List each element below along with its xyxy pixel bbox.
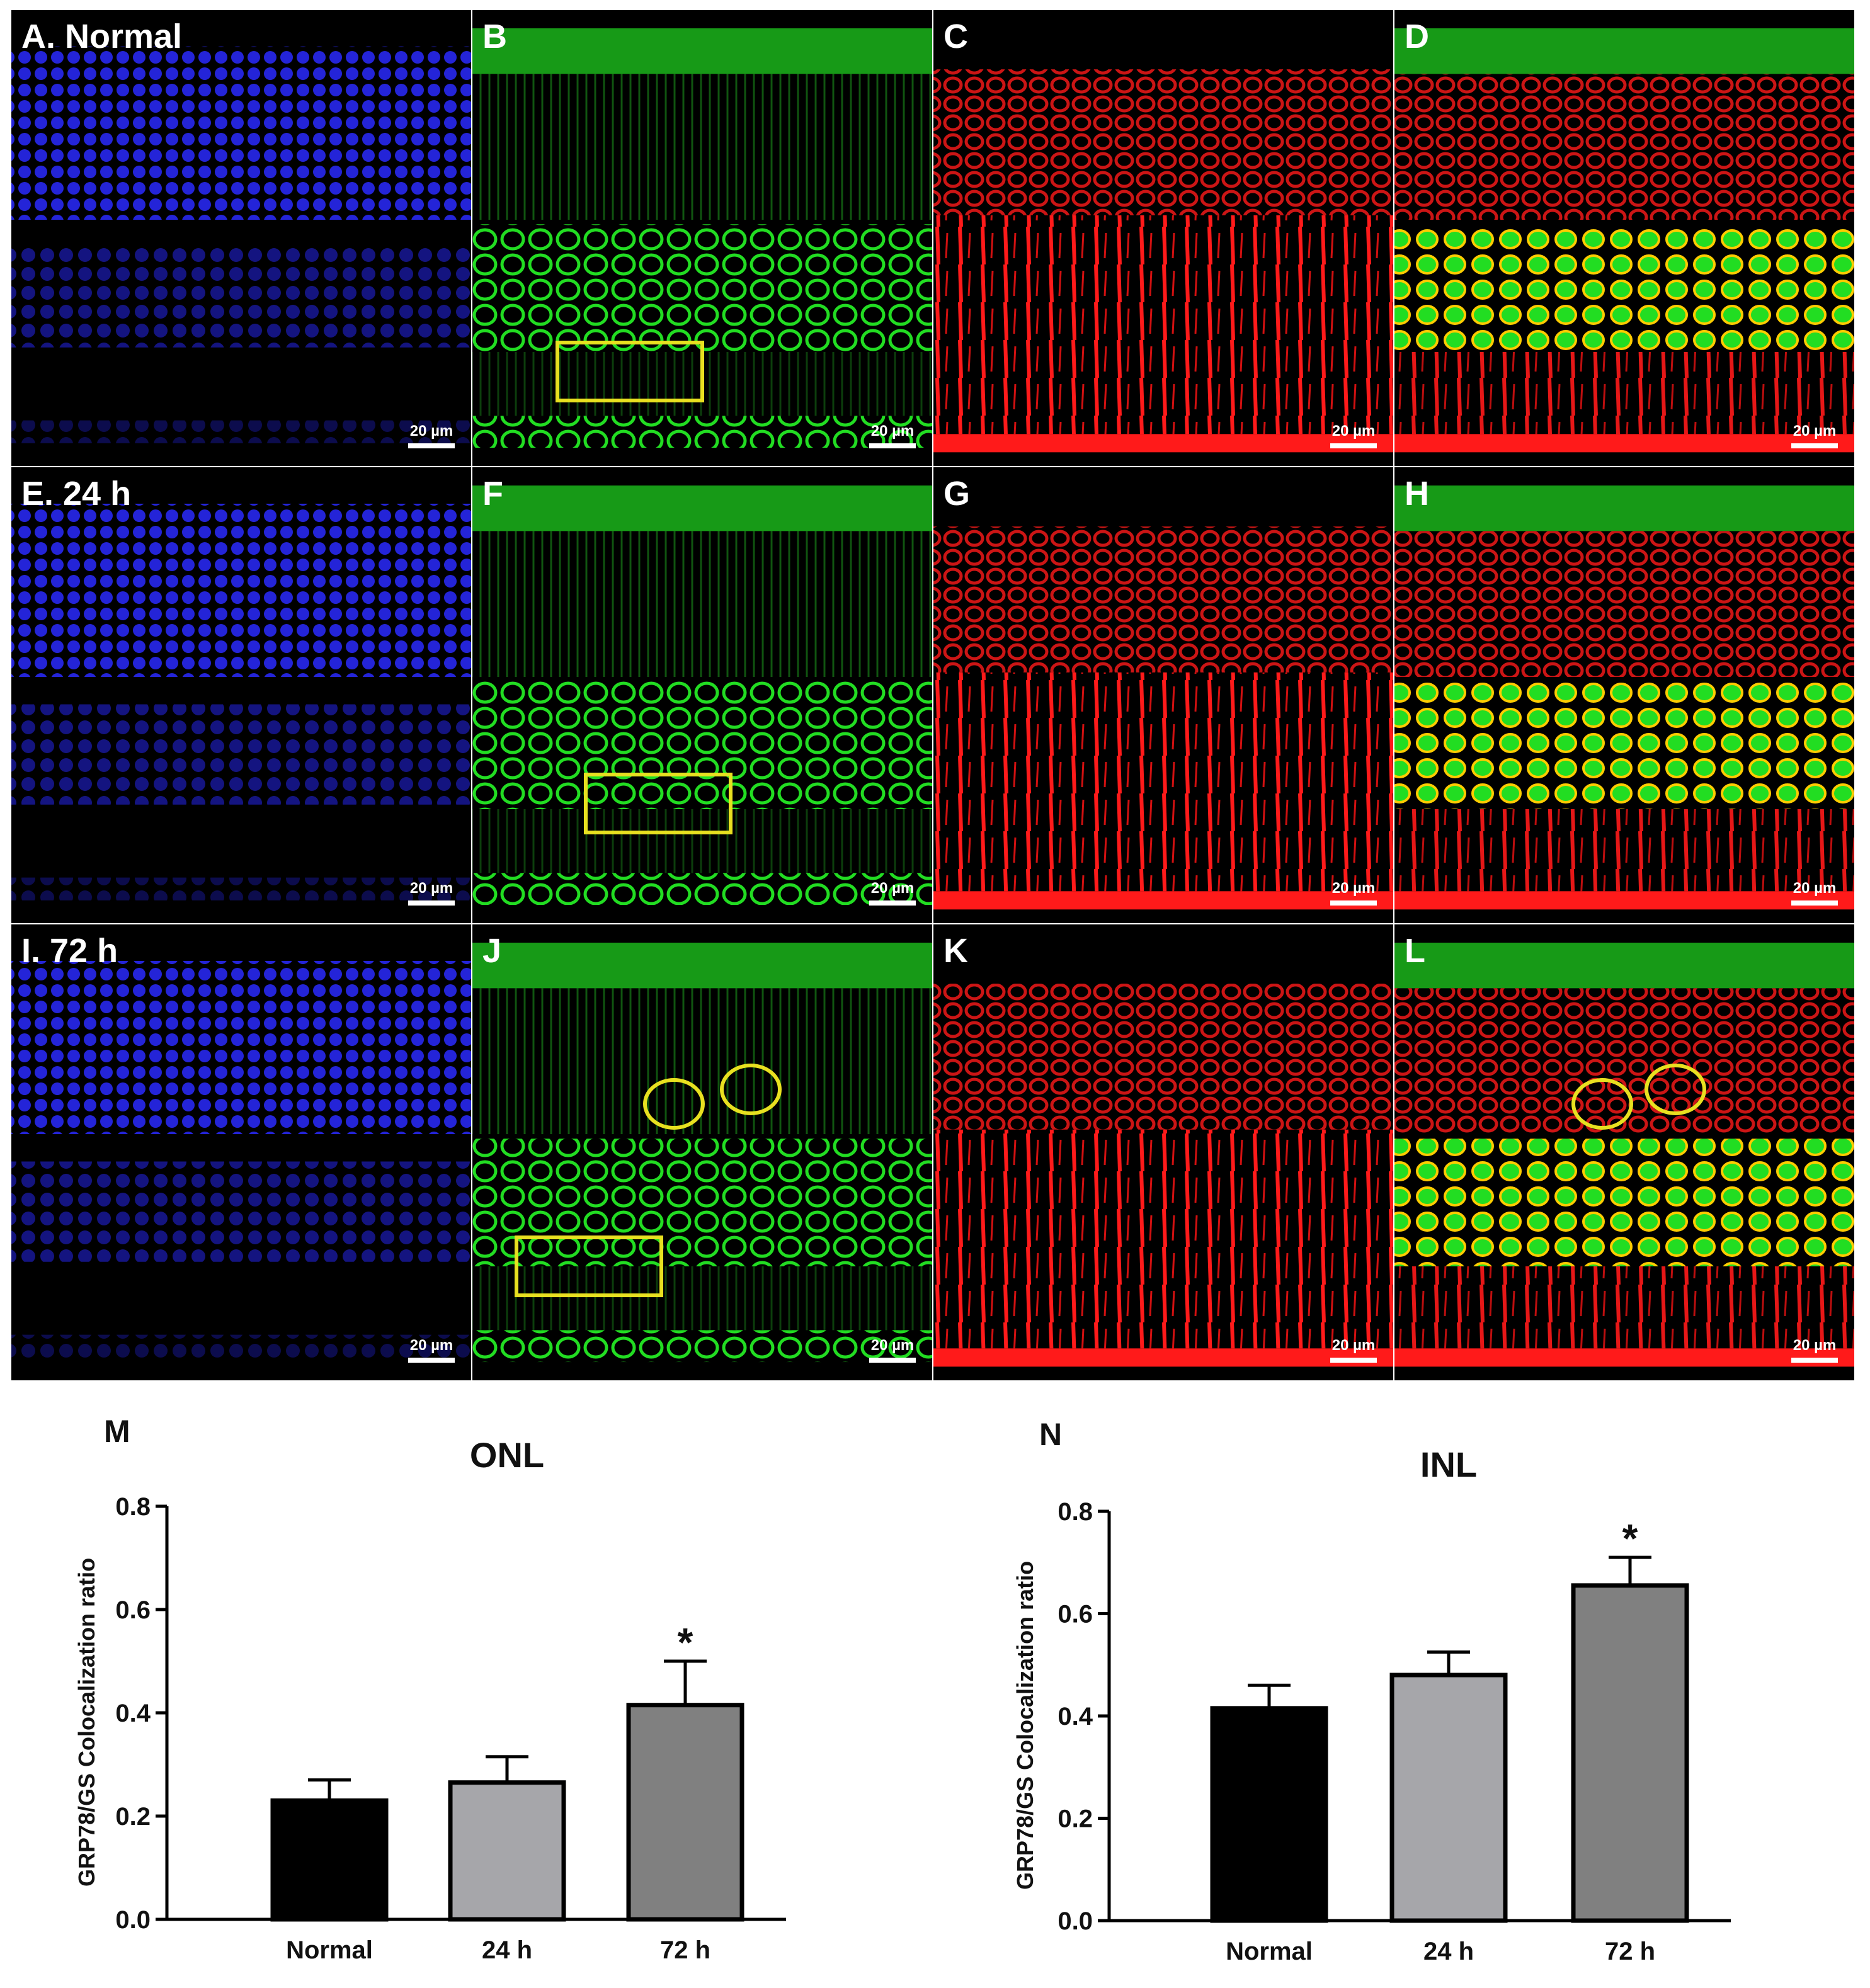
bar [1571,1583,1689,1923]
roi-box [515,1235,663,1297]
bar [1210,1706,1328,1923]
y-tick-label: 0.8 [115,1493,151,1521]
micrograph-panel: B 20 µm [472,10,932,466]
scale-bar-label: 20 µm [410,1337,453,1354]
y-tick-label: 0.0 [115,1906,151,1934]
roi-circle [1645,1064,1706,1115]
micrograph-panel: G 20 µm [933,467,1393,923]
chart-letter: M [104,1414,130,1449]
y-tick-label: 0.8 [1058,1498,1093,1526]
scale-bar [408,900,455,906]
chart-letter: N [1039,1417,1062,1452]
panel-label: G [944,475,970,513]
scale-bar [1791,1358,1838,1363]
significance-star: * [678,1620,693,1665]
micrograph-panel: K 20 µm [933,924,1393,1380]
y-tick-label: 0.4 [1058,1703,1093,1730]
panel-label: E. 24 h [21,475,131,513]
y-tick-label: 0.6 [1058,1601,1093,1628]
x-tick-label: 24 h [1423,1938,1474,1965]
scale-bar-label: 20 µm [1793,423,1837,440]
roi-circle [1571,1078,1633,1130]
scale-bar [1330,1358,1377,1363]
micrograph-grid: A. Normal 20 µm B 20 µm C 20 µm D 20 µm E. 24 h 2… [11,10,1854,1380]
micrograph-panel: C 20 µm [933,10,1393,466]
micrograph-panel: J 20 µm [472,924,932,1380]
scale-bar-label: 20 µm [1793,880,1837,897]
panel-label: L [1405,932,1425,970]
micrograph-panel: I. 72 h 20 µm [11,924,471,1380]
roi-box [556,341,704,402]
micrograph-panel: A. Normal 20 µm [11,10,471,466]
roi-box [584,773,733,834]
chart-onl: M ONL GRP78/GS Colocalization ratio 0.0 0… [74,1414,786,1964]
scale-bar-label: 20 µm [871,880,915,897]
scale-bar-label: 20 µm [410,423,453,440]
x-tick-label: 72 h [660,1936,710,1964]
x-tick-label: Normal [1226,1938,1313,1965]
bar [1389,1673,1508,1923]
x-tick-label: 24 h [482,1936,532,1964]
panel-label: F [482,475,503,513]
micrograph-panel: D 20 µm [1394,10,1854,466]
y-tick-label: 0.4 [115,1700,151,1727]
chart-title: INL [1420,1445,1477,1484]
scale-bar [869,900,916,906]
bar [626,1703,744,1922]
y-axis-label: GRP78/GS Colocalization ratio [74,1558,100,1887]
scale-bar-label: 20 µm [871,1337,915,1354]
y-tick-label: 0.0 [1058,1907,1093,1935]
x-tick-label: 72 h [1605,1938,1655,1965]
micrograph-panel: F 20 µm [472,467,932,923]
panel-label: A. Normal [21,18,182,55]
scale-bar-label: 20 µm [871,423,915,440]
scale-bar [869,443,916,448]
scale-bar-label: 20 µm [1332,1337,1376,1354]
micrograph-panel: H 20 µm [1394,467,1854,923]
scale-bar-label: 20 µm [1332,880,1376,897]
panel-label: I. 72 h [21,932,118,970]
chart-inl: N INL GRP78/GS Colocalization ratio 0.0 0… [1012,1417,1731,1965]
panel-label: B [482,18,507,55]
scale-bar-label: 20 µm [1793,1337,1837,1354]
bar [270,1798,389,1922]
micrograph-panel: E. 24 h 20 µm [11,467,471,923]
micrograph-panel: L 20 µm [1394,924,1854,1380]
bar [448,1780,566,1922]
roi-circle [643,1078,705,1130]
scale-bar [408,443,455,448]
roi-circle [720,1064,782,1115]
significance-star: * [1622,1516,1638,1561]
panel-label: H [1405,475,1429,513]
scale-bar-label: 20 µm [1332,423,1376,440]
panel-label: C [944,18,968,55]
x-tick-label: Normal [286,1936,373,1964]
chart-title: ONL [470,1435,544,1475]
panel-label: K [944,932,968,970]
scale-bar-label: 20 µm [410,880,453,897]
y-tick-label: 0.2 [1058,1805,1093,1833]
scale-bar [1330,900,1377,906]
panel-label: D [1405,18,1429,55]
scale-bar [1330,443,1377,448]
scale-bar [869,1358,916,1363]
y-tick-label: 0.6 [115,1596,151,1624]
panel-label: J [482,932,501,970]
y-axis-label: GRP78/GS Colocalization ratio [1012,1561,1038,1890]
scale-bar [1791,443,1838,448]
scale-bar [1791,900,1838,906]
y-tick-label: 0.2 [115,1803,151,1831]
scale-bar [408,1358,455,1363]
